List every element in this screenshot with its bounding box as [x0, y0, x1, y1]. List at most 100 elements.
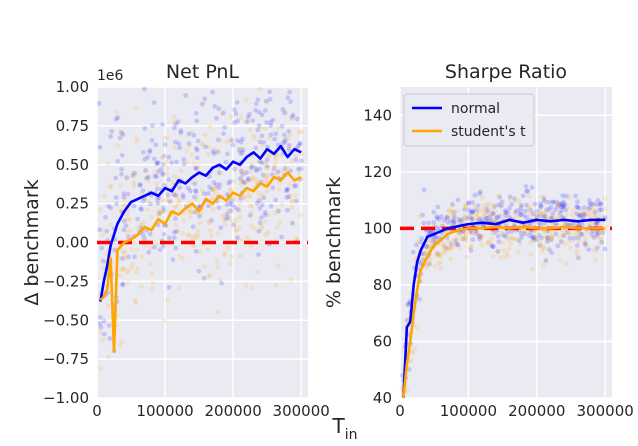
scatter-point	[563, 212, 569, 218]
scatter-point	[277, 220, 282, 226]
scatter-point	[520, 193, 526, 199]
scatter-point	[454, 242, 459, 247]
scatter-point	[486, 239, 491, 245]
legend-label-normal: normal	[451, 101, 500, 117]
scatter-point	[155, 200, 161, 206]
scatter-point	[192, 209, 198, 215]
scatter-point	[256, 252, 261, 257]
scatter-point	[474, 231, 479, 237]
scatter-point	[593, 222, 599, 227]
scatter-point	[496, 239, 502, 245]
scatter-point	[261, 195, 267, 201]
scatter-point	[537, 204, 543, 210]
scatter-point	[481, 210, 487, 216]
series-line-normal	[99, 144, 302, 302]
scatter-point	[598, 201, 604, 206]
scatter-point	[490, 244, 496, 250]
scatter-point	[122, 255, 128, 261]
scatter-point	[166, 154, 172, 160]
scatter-point	[417, 296, 422, 302]
scatter-point	[244, 119, 250, 125]
scatter-point	[487, 214, 493, 220]
scatter-point	[557, 201, 563, 207]
scatter-point	[97, 321, 103, 326]
scatter-point	[96, 101, 102, 106]
scatter-point	[120, 202, 126, 208]
scatter-point	[119, 339, 125, 345]
scatter-point	[469, 216, 475, 222]
scatter-point	[495, 249, 500, 255]
scatter-point	[534, 238, 539, 244]
scatter-point	[177, 253, 183, 259]
scatter-point	[175, 119, 181, 125]
scatter-point	[546, 229, 552, 235]
scatter-point	[200, 141, 205, 147]
scatter-point	[192, 194, 197, 200]
scatter-point	[113, 240, 119, 246]
scatter-point	[255, 190, 261, 196]
scatter-point	[100, 258, 106, 264]
scatter-point	[532, 234, 538, 240]
scatter-point	[255, 97, 261, 103]
scatter-point	[131, 170, 136, 175]
scatter-point	[194, 155, 200, 161]
series-line-student-s-t	[99, 171, 302, 353]
scatter-point	[186, 141, 192, 147]
scatter-point	[573, 193, 578, 199]
scatter-point	[281, 132, 287, 138]
scatter-point	[546, 199, 551, 205]
scatter-point	[137, 182, 143, 188]
scatter-point	[529, 185, 535, 190]
scatter-point	[173, 203, 179, 209]
scatter-point	[113, 116, 119, 122]
scatter-point	[597, 207, 602, 213]
scatter-point	[254, 177, 260, 183]
y-tick-label: 0.00	[56, 234, 89, 252]
scatter-point	[445, 219, 451, 225]
scatter-point	[441, 217, 447, 223]
scatter-point	[118, 207, 123, 213]
scatter-point	[483, 210, 489, 216]
scatter-point	[253, 107, 259, 113]
scatter-point	[106, 354, 112, 360]
scatter-point	[236, 225, 242, 231]
scatter-point	[541, 214, 547, 220]
scatter-point	[130, 173, 136, 178]
x-tick-label: 0	[395, 402, 405, 420]
scatter-point	[576, 213, 582, 219]
scatter-point	[161, 243, 166, 249]
scatter-point	[104, 228, 110, 234]
scatter-point	[193, 165, 198, 171]
scatter-point	[521, 228, 527, 234]
scatter-point	[255, 229, 260, 235]
scatter-point	[101, 318, 107, 324]
scatter-point	[521, 213, 527, 218]
scatter-point	[199, 188, 205, 194]
scatter-point	[199, 141, 205, 147]
net-pnl-title: Net PnL	[166, 61, 240, 83]
scatter-point	[515, 249, 521, 255]
scatter-point	[149, 271, 155, 277]
scatter-point	[257, 220, 263, 226]
scatter-point	[474, 214, 480, 220]
scatter-point	[225, 151, 230, 157]
scatter-point	[534, 212, 540, 218]
scatter-point	[555, 214, 561, 219]
scatter-point	[235, 235, 240, 240]
scatter-point	[264, 157, 270, 163]
scatter-point	[557, 258, 563, 264]
scatter-point	[257, 159, 263, 165]
sharpe-ylabel: % benchmark	[323, 177, 345, 308]
scatter-point	[549, 234, 554, 240]
scatter-point	[121, 227, 127, 233]
scatter-point	[134, 247, 140, 253]
scatter-point	[247, 111, 252, 117]
scatter-point	[175, 201, 181, 207]
scatter-point	[517, 212, 523, 218]
scatter-point	[575, 204, 581, 210]
scatter-point	[574, 242, 580, 248]
scatter-point	[581, 241, 587, 247]
scatter-point	[495, 233, 501, 239]
scatter-point	[290, 220, 295, 226]
scatter-point	[449, 201, 455, 207]
